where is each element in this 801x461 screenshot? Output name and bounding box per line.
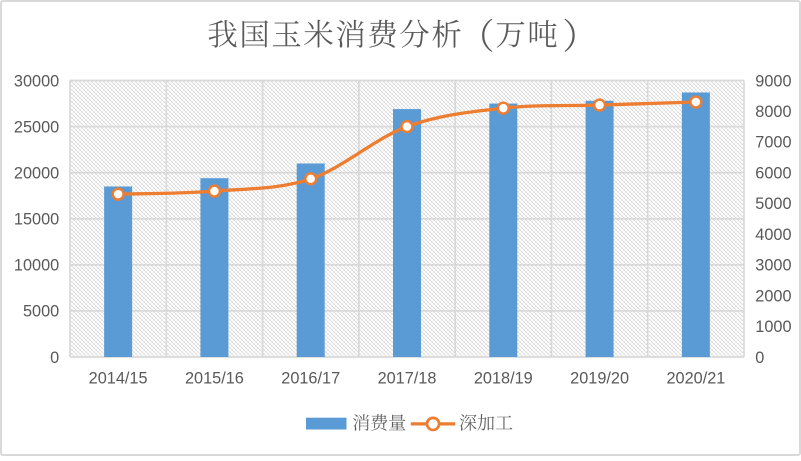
svg-text:3000: 3000 bbox=[755, 257, 791, 275]
svg-text:9000: 9000 bbox=[755, 72, 791, 90]
svg-text:5000: 5000 bbox=[755, 195, 791, 213]
svg-text:2015/16: 2015/16 bbox=[185, 370, 244, 388]
svg-text:20000: 20000 bbox=[14, 165, 59, 183]
svg-text:2000: 2000 bbox=[755, 287, 791, 305]
svg-text:25000: 25000 bbox=[14, 118, 59, 136]
svg-text:2018/19: 2018/19 bbox=[474, 370, 533, 388]
svg-text:5000: 5000 bbox=[23, 303, 59, 321]
svg-text:2014/15: 2014/15 bbox=[89, 370, 148, 388]
svg-text:10000: 10000 bbox=[14, 257, 59, 275]
svg-text:2016/17: 2016/17 bbox=[281, 370, 340, 388]
svg-text:2020/21: 2020/21 bbox=[666, 370, 725, 388]
svg-text:15000: 15000 bbox=[14, 211, 59, 229]
svg-text:0: 0 bbox=[755, 349, 764, 367]
svg-text:1000: 1000 bbox=[755, 318, 791, 336]
svg-text:8000: 8000 bbox=[755, 103, 791, 121]
svg-text:0: 0 bbox=[50, 349, 59, 367]
svg-text:30000: 30000 bbox=[14, 72, 59, 90]
svg-text:7000: 7000 bbox=[755, 134, 791, 152]
svg-text:4000: 4000 bbox=[755, 226, 791, 244]
svg-text:2017/18: 2017/18 bbox=[378, 370, 437, 388]
svg-text:2019/20: 2019/20 bbox=[570, 370, 629, 388]
svg-text:6000: 6000 bbox=[755, 165, 791, 183]
